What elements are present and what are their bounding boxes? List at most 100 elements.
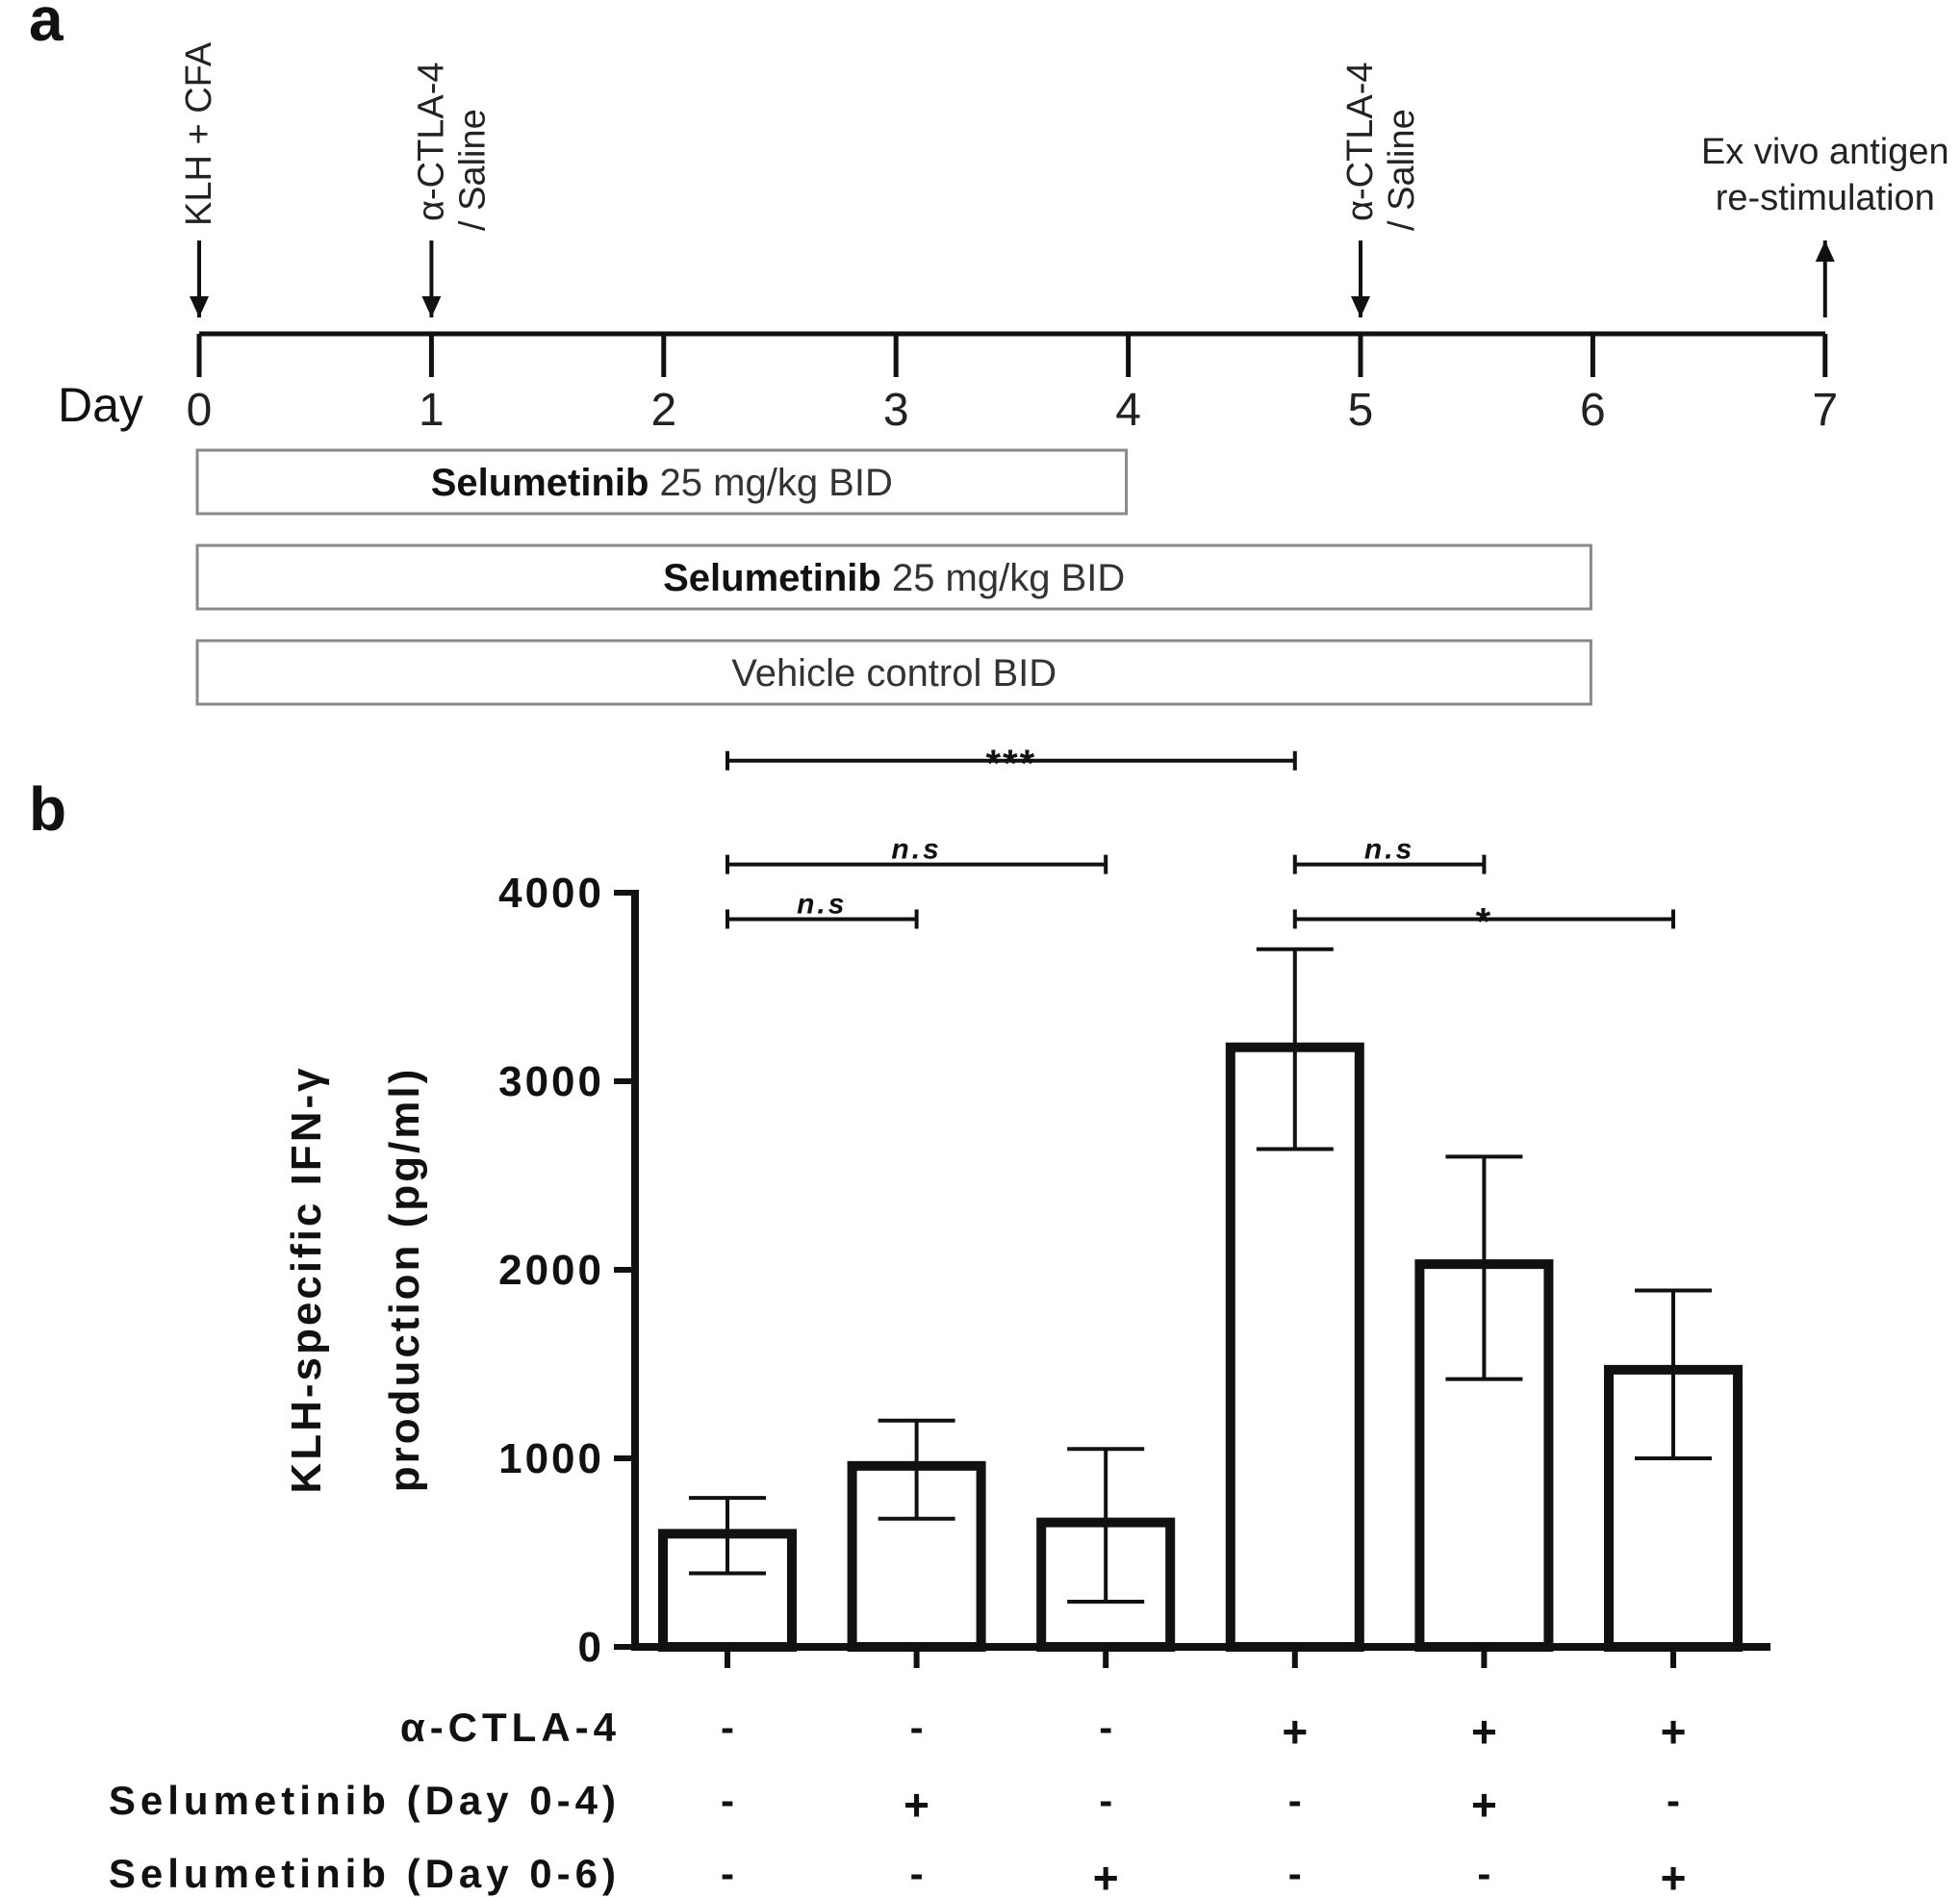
condition-sign: + [1093,1853,1119,1897]
regimen-dose: 25 mg/kg BID [649,462,892,504]
day-tick-label: 4 [1115,385,1141,436]
significance-bracket: *** [725,743,1297,785]
condition-sign: - [910,1851,924,1896]
condition-sign: + [1661,1707,1687,1757]
condition-row: α-CTLA-4 - - - + + + [400,1705,1687,1757]
readout-label: Ex vivo antigen [1701,132,1949,172]
error-bar [689,1496,766,1576]
significance-label: * [1476,900,1493,943]
day-tick-label: 3 [883,385,909,436]
significance-label: *** [986,743,1037,785]
regimen-drug: Selumetinib [431,462,649,504]
condition-sign: - [1288,1851,1302,1896]
day-tick-label: 2 [650,385,676,436]
error-bar [1067,1447,1145,1604]
y-tick-label: 0 [578,1624,604,1671]
y-ticks: 0 1000 2000 3000 4000 [498,870,635,1671]
condition-sign: - [1288,1778,1302,1823]
condition-row: Selumetinib (Day 0-6) - - + - - + [109,1851,1687,1897]
regimen-dose: 25 mg/kg BID [881,557,1125,599]
panel-a-label: a [29,0,64,54]
readout-marker: Ex vivo antigen re-stimulation [1701,132,1949,317]
regimen-bar: Vehicle control BID [195,639,1592,706]
condition-sign: + [1661,1853,1687,1897]
regimen-label: Selumetinib 25 mg/kg BID [663,557,1125,599]
regimen-box [195,639,1592,706]
panel-b-label: b [29,774,66,844]
condition-sign: - [910,1705,924,1750]
panel-b: b KLH-specific IFN-γ production (pg/ml) … [29,743,1770,1897]
significance-bracket: n.s [725,888,919,929]
day-tick-label: 1 [419,385,445,436]
condition-sign: - [721,1851,734,1896]
event-marker: α-CTLA-4/ Saline [411,62,493,317]
y-axis-title-line2: production (pg/ml) [381,1067,428,1493]
event-marker: α-CTLA-4/ Saline [1340,62,1422,317]
condition-sign: - [1667,1778,1680,1823]
condition-sign: - [1099,1705,1112,1750]
event-label: KLH + CFA [179,41,219,226]
y-tick-label: 3000 [498,1058,604,1105]
bars [658,1042,1743,1668]
condition-label: Selumetinib (Day 0-4) [109,1778,621,1823]
condition-label: Selumetinib (Day 0-6) [109,1851,621,1896]
y-axis-title: KLH-specific IFN-γ production (pg/ml) [283,1065,428,1493]
condition-sign: + [1471,1780,1497,1830]
error-bar [1445,1154,1523,1381]
error-bar [1256,947,1334,1151]
condition-label: α-CTLA-4 [400,1705,621,1750]
significance-brackets: *** n.s n.s n.s * [725,743,1675,943]
down-arrow-icon [1351,240,1370,317]
error-bar [878,1418,955,1521]
significance-bracket: n.s [725,834,1108,874]
regimen-bar: Selumetinib 25 mg/kg BID [195,448,1129,516]
event-label-line2: / Saline [1382,109,1422,231]
condition-table: α-CTLA-4 - - - + + + Selumetinib (Day 0-4) - + - - +… [109,1705,1687,1897]
significance-bracket: n.s [1292,834,1487,874]
significance-label: n.s [891,834,941,866]
bar [1225,1042,1364,1652]
condition-sign: - [1477,1851,1490,1896]
condition-sign: + [1471,1707,1497,1757]
y-tick-label: 2000 [498,1247,604,1294]
day-tick-label: 6 [1580,385,1606,436]
error-bar [1635,1288,1712,1460]
event-label: α-CTLA-4 [1340,62,1381,221]
day-label: Day [58,378,143,432]
condition-sign: + [904,1780,929,1830]
significance-label: n.s [797,888,847,920]
regimen-bar: Selumetinib 25 mg/kg BID [195,544,1592,611]
event-label-line2: / Saline [452,109,493,231]
day-ticks: 0 1 2 3 4 5 6 7 [187,334,1838,436]
regimen-box [195,448,1129,516]
y-tick-label: 1000 [498,1435,604,1482]
readout-label-line2: re-stimulation [1716,178,1935,218]
day-tick-label: 5 [1348,385,1374,436]
y-tick-label: 4000 [498,870,604,917]
condition-sign: - [721,1705,734,1750]
event-marker: KLH + CFA [179,41,219,317]
condition-sign: - [1099,1778,1112,1823]
regimen-label: Selumetinib 25 mg/kg BID [431,462,893,504]
down-arrow-icon [421,240,442,317]
regimen-label: Vehicle control BID [731,652,1056,695]
day-tick-label: 7 [1812,385,1838,436]
regimen-drug: Selumetinib [663,557,881,599]
up-arrow-icon [1815,240,1835,317]
condition-row: Selumetinib (Day 0-4) - + - - + - [109,1778,1680,1830]
regimen-box [195,544,1592,611]
regimen-dose: Vehicle control BID [731,652,1056,695]
error-bars [689,947,1712,1604]
y-axis-title-line1: KLH-specific IFN-γ [283,1065,330,1493]
significance-bracket: * [1292,900,1675,943]
event-label: α-CTLA-4 [411,62,451,221]
condition-sign: + [1282,1707,1308,1757]
day-tick-label: 0 [187,385,213,436]
event-markers: KLH + CFA α-CTLA-4/ Saline α-CTLA-4/ Salin… [179,41,1949,317]
down-arrow-icon [190,240,209,317]
condition-sign: - [721,1778,734,1823]
plot-axes [631,890,1770,1651]
